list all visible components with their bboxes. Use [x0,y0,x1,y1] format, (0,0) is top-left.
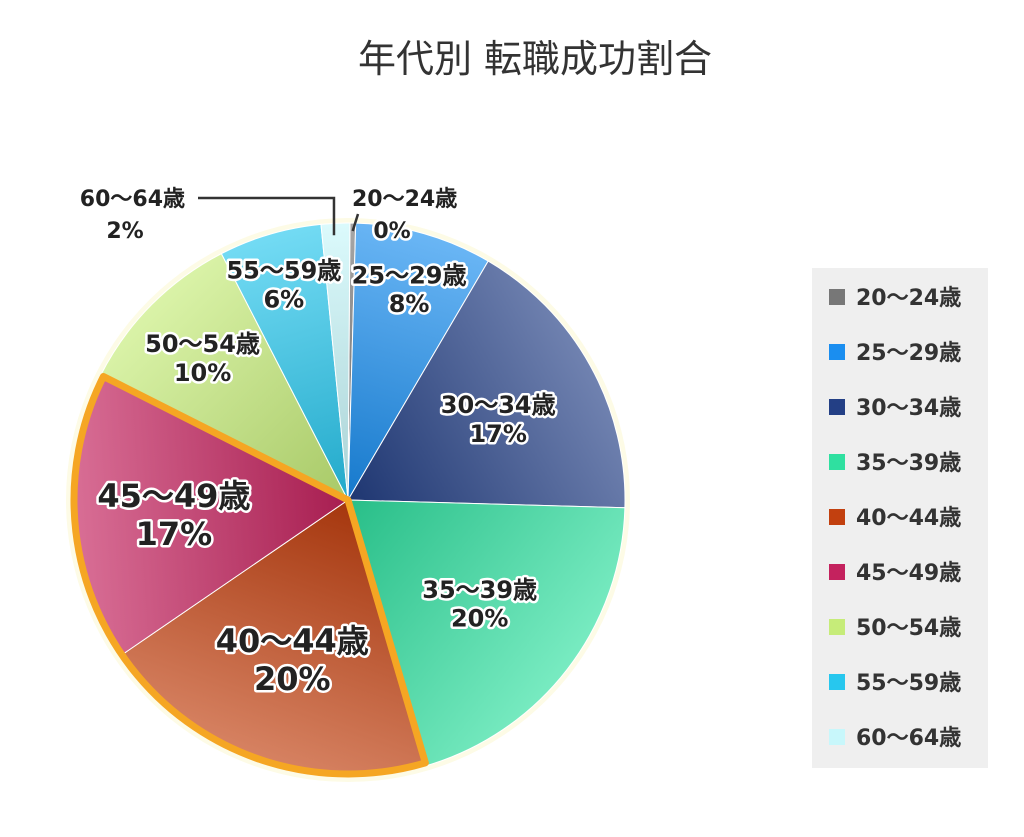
slice-label-category: 25〜29歳 [352,261,467,289]
legend-swatch [829,344,845,360]
slice-label-value: 20% [451,605,508,633]
slice-label-value: 0% [373,219,410,244]
slice-label-value: 20% [254,660,331,698]
slice-label-category: 55〜59歳 [226,257,341,285]
slice-labels: 25〜29歳8%30〜34歳17%35〜39歳20%40〜44歳20%45〜49… [77,185,558,701]
legend: 20〜24歳 25〜29歳 30〜34歳 35〜39歳 40〜44歳 45〜49歳 50〜5… [812,268,988,768]
slice-label-value: 17% [469,420,526,448]
legend-swatch [829,564,845,580]
leader-line [351,213,360,232]
slice-label-category: 30〜34歳 [441,391,556,419]
slice-label-category: 20〜24歳 [352,187,457,212]
slice-label-category: 50〜54歳 [145,330,260,358]
slice-label-category: 60〜64歳 [80,187,185,212]
legend-label: 50〜54歳 [856,616,961,641]
pie-slice [347,499,626,767]
slice-label-value: 8% [389,290,430,318]
legend-swatch [829,454,845,470]
leader-line [198,196,336,236]
legend-label: 20〜24歳 [856,286,961,311]
legend-label: 55〜59歳 [856,671,961,696]
slice-label-value: 17% [136,515,213,553]
slice-label-value: 2% [106,219,143,244]
highlight-outline [70,372,429,778]
pie-slice [347,260,626,509]
legend-label: 25〜29歳 [856,341,961,366]
label-leader-lines [198,196,360,236]
legend-label: 35〜39歳 [856,451,961,476]
pie-slice [320,222,351,501]
legend-swatch [829,729,845,745]
slice-label-category: 45〜49歳 [97,477,250,515]
pie-highlight-outline [70,372,429,778]
slice-label-category: 35〜39歳 [422,576,537,604]
slice-label-value: 6% [263,285,304,313]
legend-label: 40〜44歳 [856,506,961,531]
legend-label: 45〜49歳 [856,561,961,586]
legend-swatch [829,619,845,635]
legend-label: 60〜64歳 [856,726,961,751]
pie-slice [100,252,350,502]
pie-slice [347,222,489,501]
legend-swatch [829,509,845,525]
legend-swatch [829,674,845,690]
legend-swatch [829,289,845,305]
chart-title: 年代別 転職成功割合 [358,37,712,81]
slice-label-category: 40〜44歳 [216,622,369,660]
legend-label: 30〜34歳 [856,396,961,421]
slice-label-value: 10% [174,359,231,387]
legend-swatch [829,399,845,415]
